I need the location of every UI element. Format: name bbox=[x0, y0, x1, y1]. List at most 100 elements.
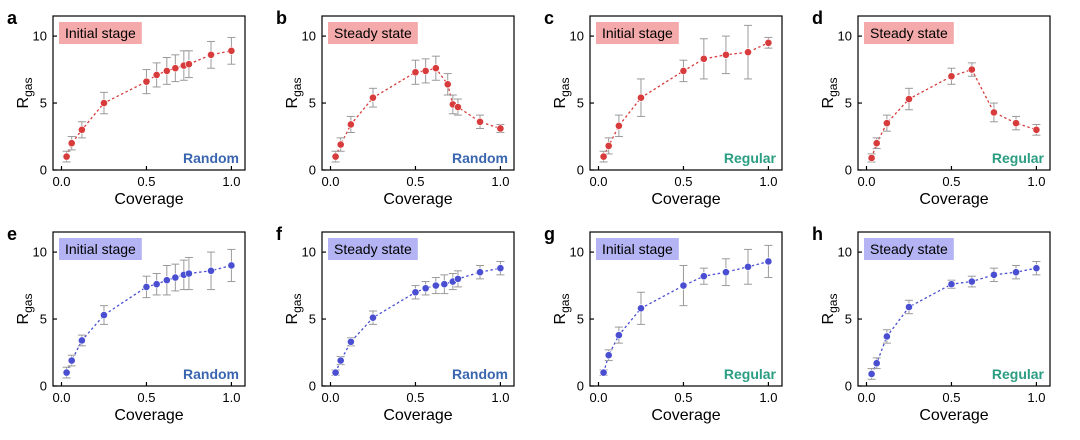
data-point bbox=[77, 125, 86, 134]
data-point bbox=[699, 54, 708, 63]
plot-frame bbox=[321, 15, 515, 171]
y-axis-title: Rgas bbox=[552, 78, 572, 109]
y-axis-title: Rgas bbox=[820, 294, 840, 325]
data-point bbox=[905, 303, 913, 311]
panel-h: h 0 5 10 0.0 0.5 1.0 Coverage Rgas Steady state Re… bbox=[812, 224, 1051, 424]
pattern-label: Random bbox=[183, 366, 239, 382]
data-point bbox=[142, 77, 151, 86]
x-tick-label: 0.5 bbox=[406, 174, 424, 189]
pattern-label: Random bbox=[452, 150, 508, 166]
data-point bbox=[185, 60, 193, 69]
x-tick-label: 0.0 bbox=[321, 174, 339, 189]
data-point bbox=[77, 336, 86, 345]
y-tick-label: 0 bbox=[309, 379, 316, 394]
panel-g: g 0 5 10 0.0 0.5 1.0 Coverage Rgas Initial stage R… bbox=[544, 224, 783, 424]
data-point bbox=[207, 50, 215, 59]
panel-letter: f bbox=[276, 224, 283, 244]
data-point bbox=[1032, 264, 1041, 273]
y-tick-label: 5 bbox=[40, 96, 47, 111]
y-tick-label: 10 bbox=[33, 29, 47, 44]
y-axis-title-sub: gas bbox=[290, 78, 304, 97]
x-tick-label: 0.5 bbox=[406, 390, 424, 405]
data-point bbox=[67, 139, 76, 148]
y-tick-label: 10 bbox=[302, 29, 316, 44]
data-point bbox=[152, 71, 161, 79]
y-tick-label: 5 bbox=[577, 312, 584, 327]
panel-letter: h bbox=[812, 224, 823, 244]
data-point bbox=[699, 272, 708, 281]
data-point bbox=[411, 288, 420, 297]
panel-letter: g bbox=[544, 224, 555, 244]
y-tick-label: 5 bbox=[309, 96, 316, 111]
stage-label: Initial stage bbox=[602, 241, 673, 257]
data-point bbox=[142, 283, 151, 291]
data-point bbox=[872, 139, 881, 148]
y-tick-label: 0 bbox=[40, 379, 47, 394]
data-point bbox=[990, 270, 998, 279]
x-tick-label: 0.5 bbox=[137, 390, 155, 405]
y-tick-label: 10 bbox=[302, 245, 316, 260]
data-point bbox=[604, 141, 613, 150]
y-tick-label: 5 bbox=[40, 312, 47, 327]
data-point bbox=[614, 331, 623, 340]
svg-text:Rgas: Rgas bbox=[552, 294, 572, 325]
data-point bbox=[67, 356, 76, 365]
y-tick-label: 10 bbox=[838, 29, 852, 44]
data-point bbox=[369, 313, 377, 322]
data-point bbox=[227, 46, 236, 55]
data-point bbox=[476, 268, 484, 277]
pattern-label: Random bbox=[183, 150, 239, 166]
y-axis-title-sub: gas bbox=[826, 294, 840, 313]
x-axis-title: Coverage bbox=[919, 191, 988, 208]
data-point bbox=[599, 368, 608, 377]
x-tick-label: 0.0 bbox=[52, 390, 70, 405]
data-point bbox=[185, 269, 193, 278]
plot-frame bbox=[857, 231, 1051, 387]
y-axis-title-main: R bbox=[552, 313, 569, 325]
x-tick-label: 1.0 bbox=[1027, 390, 1045, 405]
series-line bbox=[870, 68, 1037, 159]
y-axis-title: Rgas bbox=[552, 294, 572, 325]
data-point bbox=[346, 120, 355, 129]
stage-label-box bbox=[59, 238, 142, 260]
x-tick-label: 1.0 bbox=[222, 390, 240, 405]
panel-f: f 0 5 10 0.0 0.5 1.0 Coverage Rgas Steady state Ra… bbox=[276, 224, 515, 424]
x-tick-label: 0.5 bbox=[674, 390, 692, 405]
data-point bbox=[207, 266, 215, 275]
data-point bbox=[604, 351, 613, 360]
data-point bbox=[62, 152, 71, 161]
y-tick-label: 5 bbox=[845, 96, 852, 111]
stage-label: Steady state bbox=[334, 25, 412, 41]
x-axis-title: Coverage bbox=[651, 407, 720, 424]
data-point bbox=[496, 124, 505, 133]
data-point bbox=[967, 65, 976, 74]
data-point bbox=[431, 64, 440, 73]
data-point bbox=[227, 261, 236, 270]
y-tick-label: 5 bbox=[577, 96, 584, 111]
data-point bbox=[331, 368, 340, 377]
data-point bbox=[100, 311, 108, 319]
data-point bbox=[764, 257, 773, 266]
x-tick-label: 1.0 bbox=[222, 174, 240, 189]
y-axis-title: Rgas bbox=[820, 78, 840, 109]
x-axis-title: Coverage bbox=[919, 407, 988, 424]
data-point bbox=[431, 281, 440, 290]
x-axis-title: Coverage bbox=[383, 407, 452, 424]
y-tick-label: 10 bbox=[570, 245, 584, 260]
data-point bbox=[100, 99, 108, 107]
stage-label: Initial stage bbox=[602, 25, 673, 41]
plot-frame bbox=[52, 231, 246, 387]
data-point bbox=[679, 67, 688, 75]
data-point bbox=[599, 152, 608, 161]
x-axis-title: Coverage bbox=[114, 407, 183, 424]
stage-label: Initial stage bbox=[65, 25, 136, 41]
data-point bbox=[369, 93, 377, 102]
data-point bbox=[171, 64, 180, 73]
panel-a: a 0 5 10 0.0 0.5 1.0 Coverage Rgas Initial stage R… bbox=[7, 8, 246, 208]
svg-text:Rgas: Rgas bbox=[820, 78, 840, 109]
x-tick-label: 1.0 bbox=[759, 390, 777, 405]
x-tick-label: 0.0 bbox=[857, 390, 875, 405]
stage-label-box bbox=[596, 238, 679, 260]
data-point bbox=[454, 103, 462, 111]
stage-label: Steady state bbox=[870, 25, 948, 41]
